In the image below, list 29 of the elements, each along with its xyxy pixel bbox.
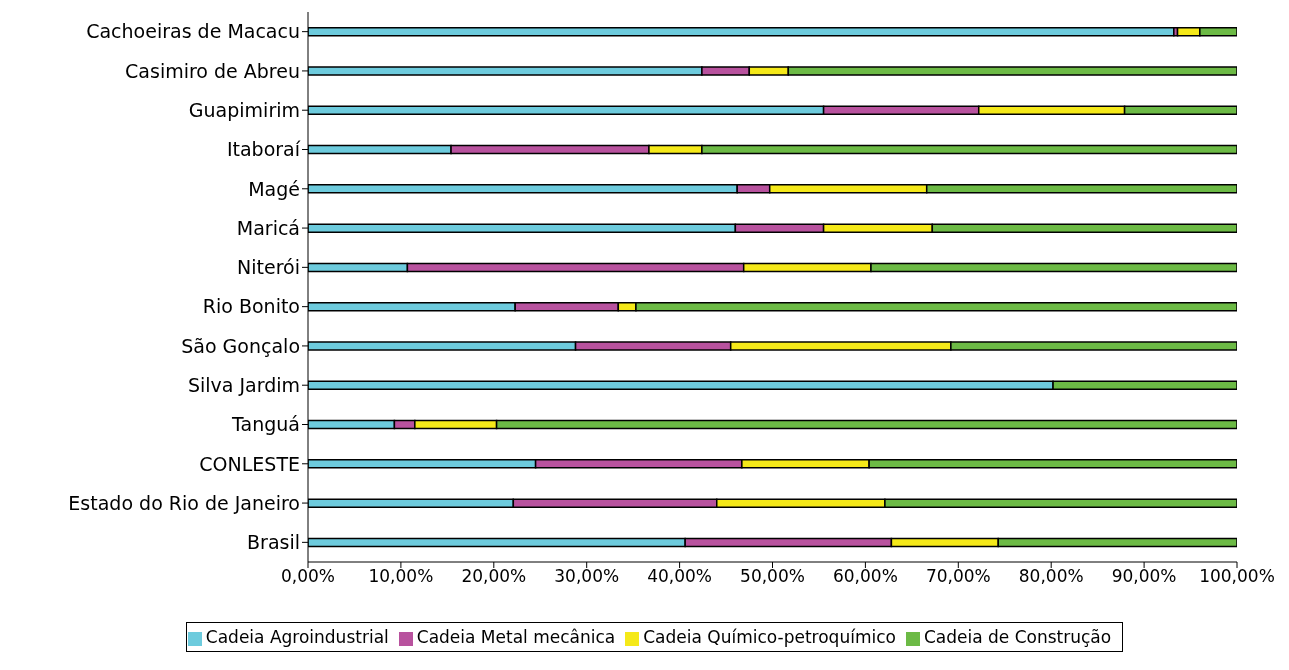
x-tick-label: 70,00% [925, 566, 991, 587]
x-tick-label: 50,00% [740, 566, 805, 587]
x-tick-label: 0,00% [280, 566, 336, 587]
y-tick-label: São Gonçalo [181, 334, 300, 357]
y-tick-label: Tanguá [231, 413, 300, 436]
y-tick-label: Magé [248, 177, 300, 200]
legend-label: Cadeia de Construção [923, 627, 1112, 647]
y-tick-label: Cachoeiras de Macacu [86, 20, 300, 43]
x-tick-label: 80,00% [1018, 566, 1084, 587]
x-tick-label: 10,00% [368, 566, 434, 587]
x-tick-label: 60,00% [832, 566, 898, 587]
y-tick-label: Estado do Rio de Janeiro [68, 491, 300, 514]
x-tick-label: 20,00% [461, 566, 527, 587]
x-tick-label: 30,00% [554, 566, 620, 587]
y-tick-label: Casimiro de Abreu [125, 59, 300, 82]
y-tick-label: Itaboraí [226, 138, 301, 161]
x-tick-label: 90,00% [1111, 566, 1177, 587]
legend-label: Cadeia Metal mecânica [416, 627, 616, 647]
y-tick-label: Niterói [237, 256, 300, 279]
y-tick-label: Silva Jardim [187, 373, 300, 396]
legend-label: Cadeia Químico-petroquímico [643, 627, 896, 647]
y-tick-label: Maricá [236, 216, 300, 239]
y-tick-label: Brasil [247, 531, 300, 554]
y-tick-label: Guapimirim [188, 98, 300, 121]
y-tick-label: CONLESTE [199, 452, 300, 475]
legend-label: Cadeia Agroindustrial [205, 627, 389, 647]
x-tick-label: 100,00% [1199, 566, 1275, 587]
y-tick-label: Rio Bonito [202, 295, 300, 318]
x-tick-label: 40,00% [647, 566, 713, 587]
